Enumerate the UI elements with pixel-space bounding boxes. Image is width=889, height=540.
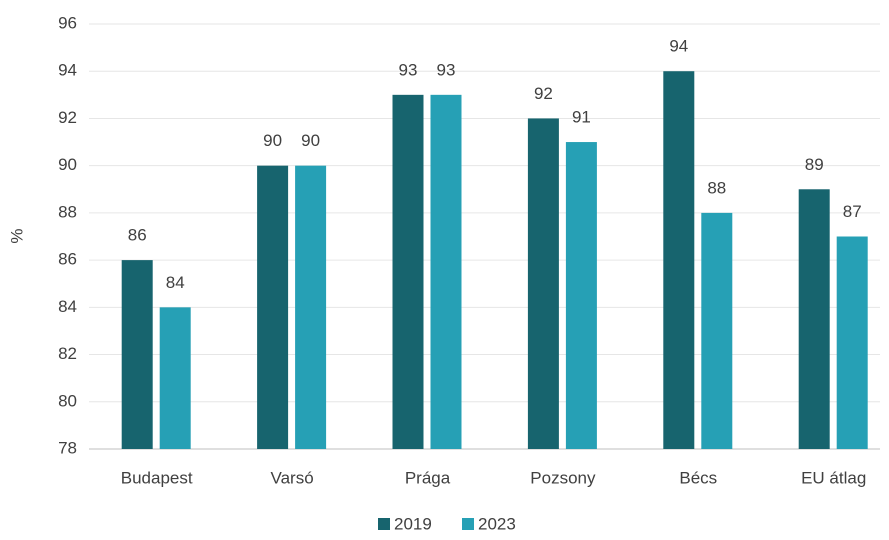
bar xyxy=(836,236,868,449)
bar xyxy=(663,71,695,449)
y-tick-label: 96 xyxy=(58,13,77,32)
value-label: 89 xyxy=(805,155,824,174)
value-label: 90 xyxy=(301,131,320,150)
value-label: 86 xyxy=(128,226,147,245)
y-tick-label: 88 xyxy=(58,202,77,221)
bar xyxy=(295,165,327,449)
y-tick-label: 84 xyxy=(58,297,77,316)
x-tick-label: Prága xyxy=(405,468,451,487)
legend-swatch xyxy=(378,518,390,530)
bar xyxy=(527,118,559,449)
value-label: 92 xyxy=(534,84,553,103)
value-label: 93 xyxy=(399,60,418,79)
y-tick-label: 78 xyxy=(58,438,77,457)
bar xyxy=(159,307,191,449)
value-label: 93 xyxy=(437,60,456,79)
y-tick-label: 92 xyxy=(58,108,77,127)
value-label: 84 xyxy=(166,273,185,292)
bar xyxy=(565,142,597,450)
x-tick-label: Varsó xyxy=(271,468,314,487)
bar xyxy=(701,212,733,449)
legend-swatch xyxy=(462,518,474,530)
legend-label: 2023 xyxy=(478,514,516,533)
bar xyxy=(430,94,462,449)
legend-label: 2019 xyxy=(394,514,432,533)
x-tick-label: Budapest xyxy=(121,468,193,487)
bar xyxy=(257,165,289,449)
bar xyxy=(798,189,830,449)
x-tick-label: Bécs xyxy=(679,468,717,487)
y-tick-label: 80 xyxy=(58,391,77,410)
x-tick-label: Pozsony xyxy=(530,468,596,487)
value-label: 94 xyxy=(669,37,688,56)
value-label: 91 xyxy=(572,108,591,127)
x-tick-label: EU átlag xyxy=(801,468,866,487)
bar xyxy=(121,260,153,449)
y-tick-label: 94 xyxy=(58,61,77,80)
y-tick-label: 82 xyxy=(58,344,77,363)
y-tick-label: 90 xyxy=(58,155,77,174)
y-axis-label: % xyxy=(7,228,26,243)
bar xyxy=(392,94,424,449)
value-label: 90 xyxy=(263,131,282,150)
value-label: 87 xyxy=(843,202,862,221)
y-tick-label: 86 xyxy=(58,250,77,269)
value-label: 88 xyxy=(707,178,726,197)
